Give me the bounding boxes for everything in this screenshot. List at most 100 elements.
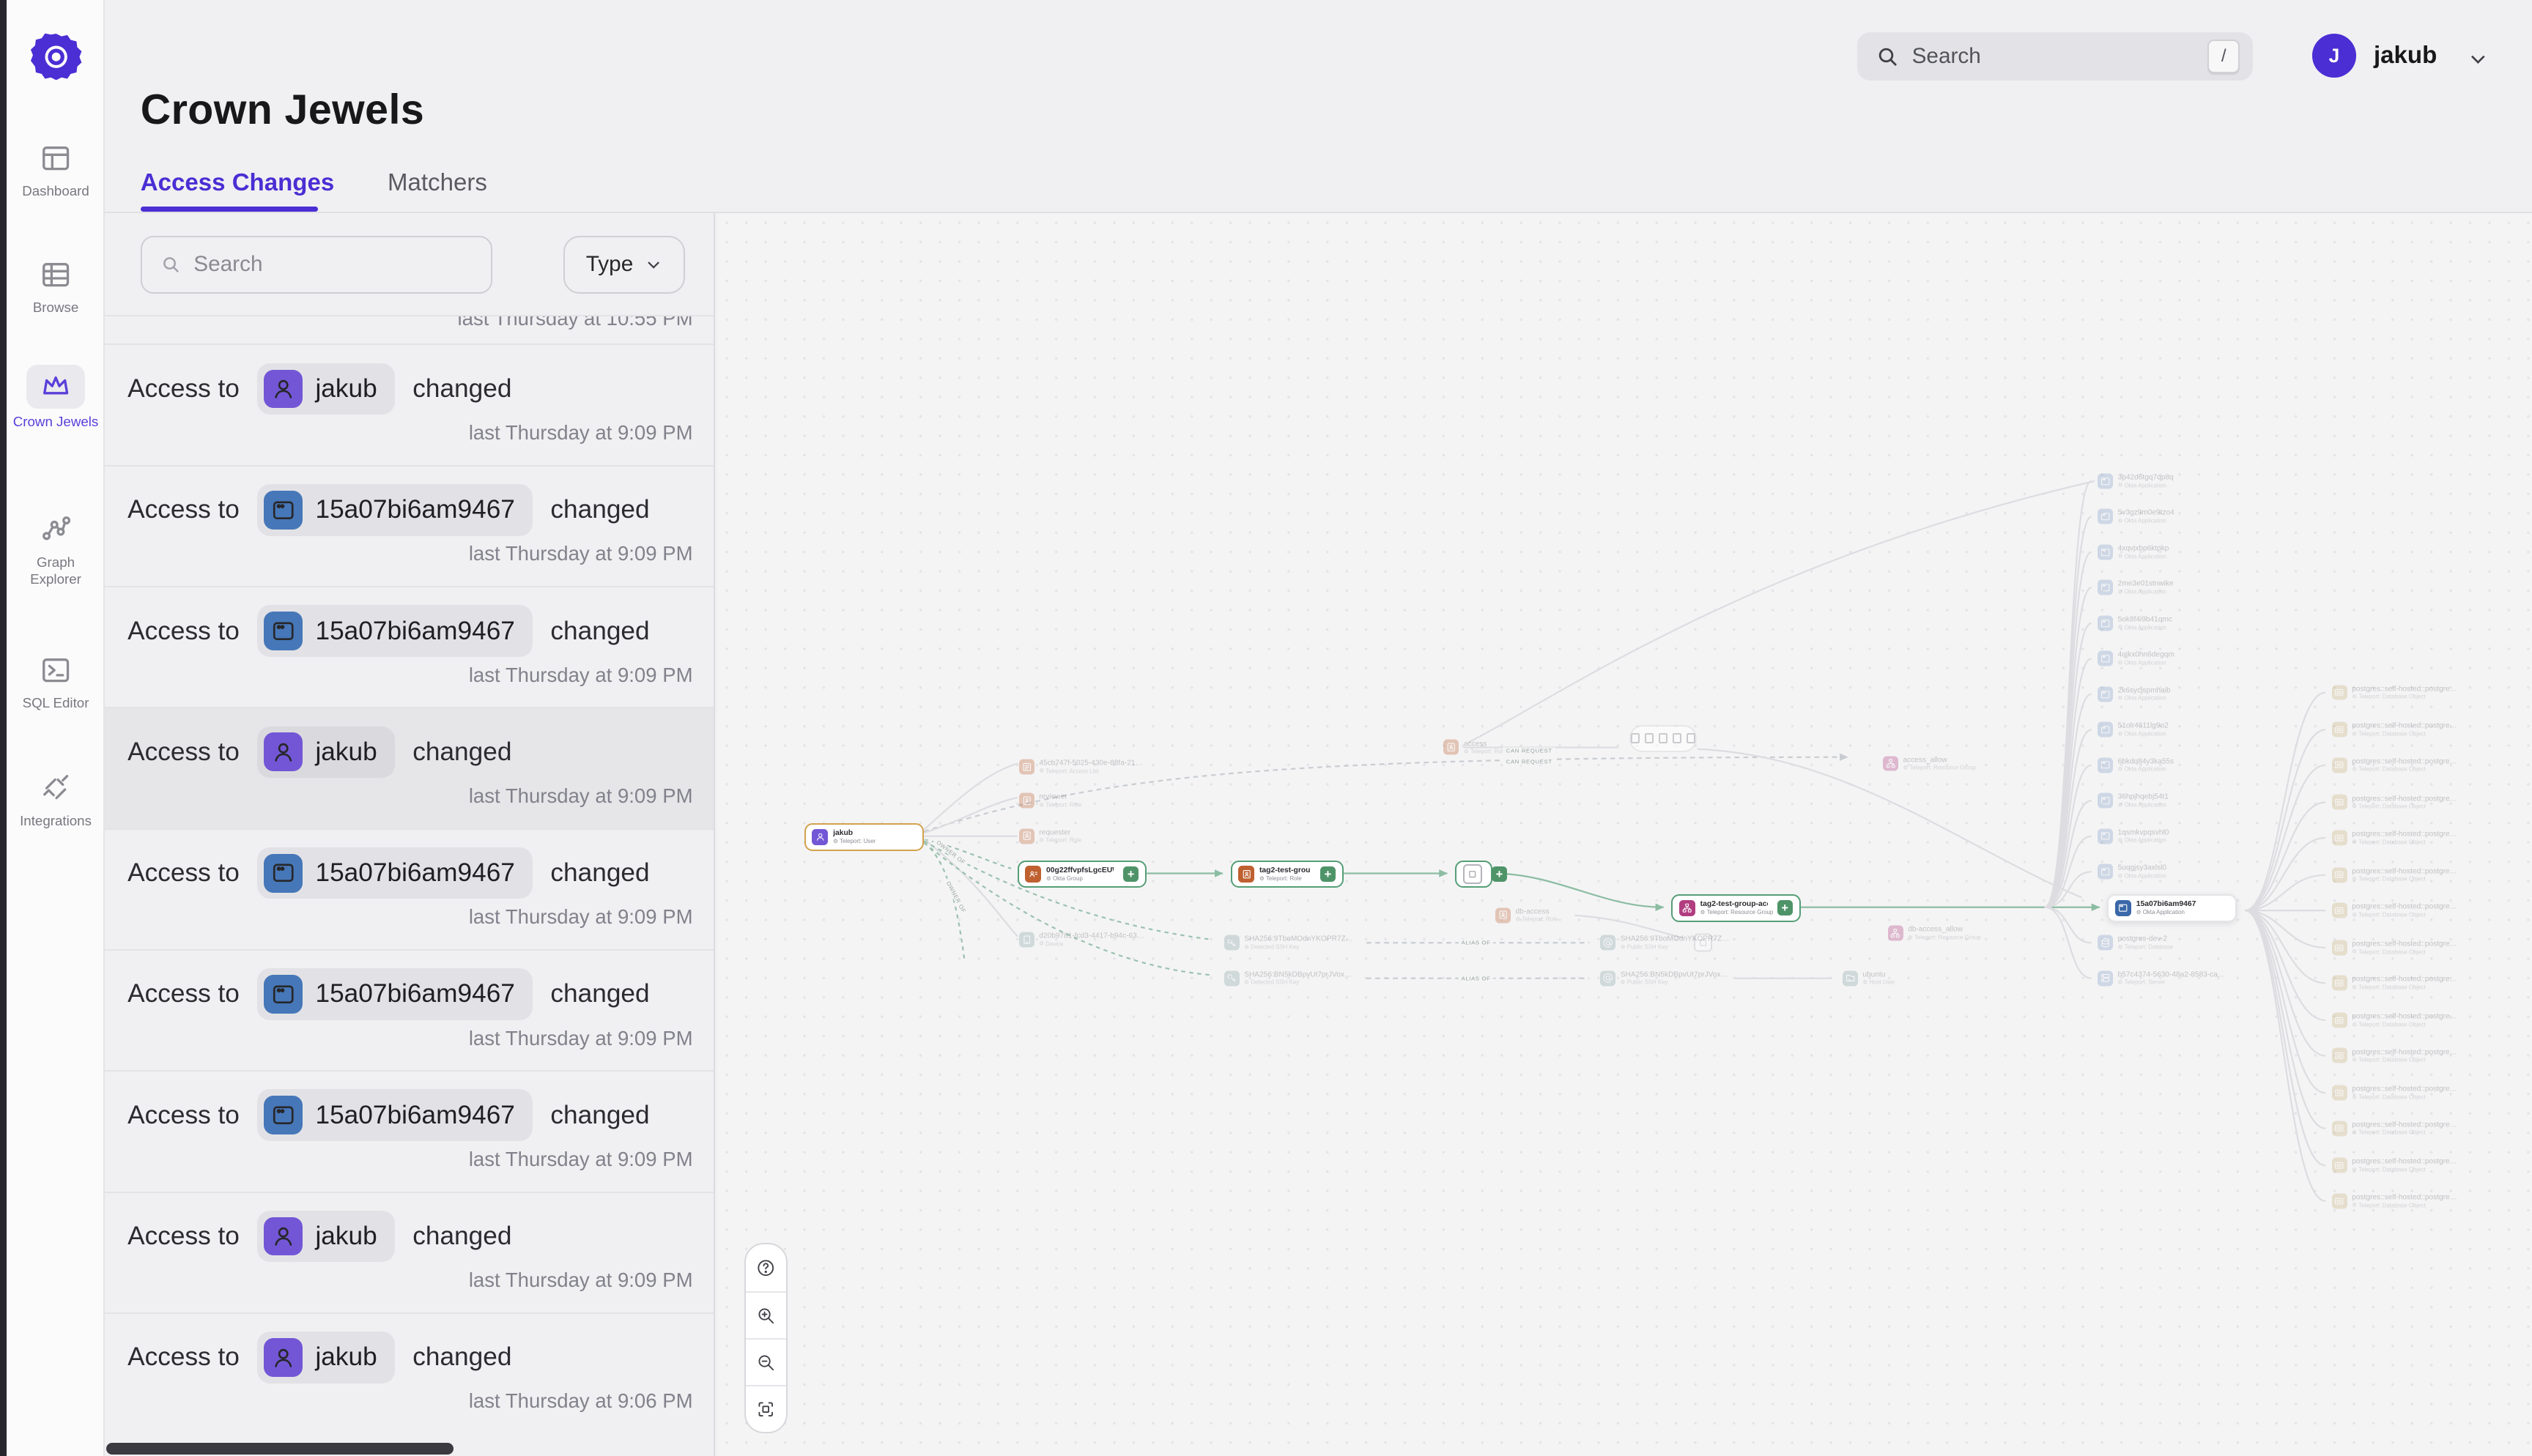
graph-node-5ok8f4i9b41qmc[interactable]: 5ok8f4i9b41qmc ⚙ Okta Application — [2098, 615, 2172, 631]
graph-node-postgres-self-hosted-postgre-[interactable]: postgres::self-hosted::postgre… ⚙ Teleport… — [2331, 867, 2457, 883]
graph-node-postgres-self-hosted-postgre-[interactable]: postgres::self-hosted::postgre… ⚙ Teleport… — [2331, 757, 2457, 773]
graph-node-postgres-self-hosted-postgre-[interactable]: postgres::self-hosted::postgre… ⚙ Teleport… — [2331, 1012, 2457, 1028]
entity-chip[interactable]: jakub — [257, 1331, 395, 1383]
entity-chip[interactable]: jakub — [257, 1210, 395, 1263]
graph-node-d20b9781-fcd3-4417-b94c-63-[interactable]: d20b9781-fcd3-4417-b94c-63… ⚙ Device — [1018, 932, 1144, 948]
expand-node-button[interactable]: + — [1777, 900, 1793, 916]
graph-node-postgres-self-hosted-postgre-[interactable]: postgres::self-hosted::postgre… ⚙ Teleport… — [2331, 1157, 2457, 1173]
graph-node-5uqgjsy3axlsl0[interactable]: 5uqgjsy3axlsl0 ⚙ Okta Application — [2098, 863, 2166, 880]
graph-node-5v3gz9m0e9tzo4[interactable]: 5v3gz9m0e9tzo4 ⚙ Okta Application — [2098, 508, 2174, 524]
graph-node-2me3e01stnwike[interactable]: 2me3e01stnwike ⚙ Okta Application — [2098, 579, 2174, 595]
sidebar-item-browse[interactable]: Browse — [7, 255, 105, 316]
graph-node-6bkdq84y3ka55s[interactable]: 6bkdq84y3ka55s ⚙ Okta Application — [2098, 757, 2174, 773]
graph-node-jakub[interactable]: jakub ⚙ Teleport: User — [804, 823, 924, 851]
graph-node-postgres-self-hosted-postgre-[interactable]: postgres::self-hosted::postgre… ⚙ Teleport… — [2331, 902, 2457, 918]
graph-node-postgres-self-hosted-postgre-[interactable]: postgres::self-hosted::postgre… ⚙ Teleport… — [2331, 685, 2457, 701]
app-logo-gear-icon[interactable] — [27, 29, 85, 87]
graph-node-sha256-bn5kdbpvut7prjvox-[interactable]: SHA256:BN5kDBpvUt7prJVox… ⚙ Public SSH Key — [1600, 970, 1728, 987]
tab-matchers[interactable]: Matchers — [387, 169, 487, 197]
graph-node-postgres-self-hosted-postgre-[interactable]: postgres::self-hosted::postgre… ⚙ Teleport… — [2331, 1085, 2457, 1101]
help-button[interactable] — [746, 1244, 786, 1291]
graph-node-45cb747f-5025-430e-88fa-21-[interactable]: 45cb747f-5025-430e-88fa-21… ⚙ Teleport: Ac… — [1018, 759, 1143, 775]
clipped-list-row[interactable]: last Thursday at 10:55 PM — [105, 316, 714, 343]
entity-chip[interactable]: jakub — [257, 363, 395, 415]
graph-node-tag2-test-group-access-[interactable]: tag2-test-group-access-…⚙Teleport: Role + — [1230, 860, 1344, 888]
access-change-row[interactable]: Access to jakub changed last Thursday at 9:… — [105, 1191, 714, 1312]
graph-node-51olr4611lg9o2[interactable]: 51olr4611lg9o2 ⚙ Okta Application — [2098, 721, 2169, 738]
sidebar-item-crown-jewels[interactable]: Crown Jewels — [7, 365, 105, 431]
entity-chip[interactable]: 15a07bi6am9467 — [257, 605, 533, 657]
graph-node-3p42d6tgq7qp8q[interactable]: 3p42d6tgq7qp8q ⚙ Okta Application — [2098, 473, 2174, 489]
graph-node-postgres-self-hosted-postgre-[interactable]: postgres::self-hosted::postgre… ⚙ Teleport… — [2331, 830, 2457, 846]
entity-chip[interactable]: 15a07bi6am9467 — [257, 483, 533, 536]
entity-chip[interactable]: 15a07bi6am9467 — [257, 847, 533, 899]
graph-node-requester[interactable]: requester ⚙ Teleport: Role — [1018, 828, 1081, 844]
application-icon — [263, 1096, 303, 1135]
list-search-input[interactable]: Search — [140, 235, 493, 294]
graph-node-collapsed[interactable]: + — [1454, 860, 1507, 888]
sidebar-item-graph-explorer[interactable]: Graph Explorer — [7, 510, 105, 587]
active-tab-underline — [140, 207, 319, 212]
graph-node-postgres-self-hosted-postgre-[interactable]: postgres::self-hosted::postgre… ⚙ Teleport… — [2331, 1047, 2457, 1063]
graph-node-00g22ffvpfslgceuw0h8[interactable]: 00g22ffvpfsLgcEUW0h8⚙Okta Group + — [1017, 860, 1147, 888]
zoom-in-button[interactable] — [746, 1291, 787, 1338]
fit-button[interactable] — [746, 1384, 787, 1432]
graph-node-postgres-dev-2[interactable]: postgres-dev-2 ⚙ Teleport: Database — [2098, 935, 2173, 951]
global-search-input[interactable]: Search / — [1857, 32, 2253, 81]
entity-chip[interactable]: jakub — [257, 726, 395, 779]
sidebar-item-sql-editor[interactable]: SQL Editor — [7, 650, 105, 711]
graph-node-4xqvjxbp6ktpkp[interactable]: 4xqvjxbp6ktpkp ⚙ Okta Application — [2098, 544, 2169, 560]
graph-node-sha256-9tbomodnykopr7z-[interactable]: SHA256:9TboMOdnYKOPR7Z… ⚙ Public SSH Key — [1600, 935, 1729, 951]
expand-node-button[interactable]: + — [1123, 866, 1139, 882]
access-change-row[interactable]: Access to 15a07bi6am9467 changed last Thurs… — [105, 586, 714, 707]
graph-node-postgres-self-hosted-postgre-[interactable]: postgres::self-hosted::postgre… ⚙ Teleport… — [2331, 1193, 2457, 1209]
graph-node-36hpjhqebj54t1[interactable]: 36hpjhqebj54t1 ⚙ Okta Application — [2098, 792, 2169, 809]
access-change-row[interactable]: Access to 15a07bi6am9467 changed last Thurs… — [105, 828, 714, 949]
sidebar-item-integrations[interactable]: Integrations — [7, 768, 105, 829]
tab-access-changes[interactable]: Access Changes — [140, 169, 335, 197]
type-filter-dropdown[interactable]: Type — [563, 235, 685, 294]
user-avatar[interactable]: J — [2312, 34, 2356, 78]
graph-node-reviewer[interactable]: reviewer ⚙ Teleport: Role — [1018, 792, 1081, 809]
chevron-down-icon[interactable] — [2468, 47, 2489, 76]
graph-node-b57c4374-5630-48a2-8583-ca-[interactable]: b57c4374-5630-48a2-8583-ca… ⚙ Teleport: Se… — [2098, 970, 2225, 987]
graph-node-1qsmkvpqsvhl0[interactable]: 1qsmkvpqsvhl0 ⚙ Okta Application — [2098, 828, 2169, 844]
access-graph-canvas[interactable]: jakub⚙Teleport: User 00g22ffvpfsLgcEUW0h8… — [717, 212, 2532, 1456]
graph-node-access[interactable]: access ⚙ Teleport: Role — [1443, 740, 1506, 755]
graph-node-access-allow[interactable]: access_allow ⚙ Teleport: Resource Group — [1882, 756, 1976, 771]
graph-node-sha256-9tbomodnykopr7z-[interactable]: SHA256:9TboMOdnYKOPR7Z… ⚙ Detected SSH Key — [1224, 935, 1353, 951]
access-change-row[interactable]: Access to jakub changed last Thursday at 9:… — [105, 343, 714, 464]
access-change-row[interactable]: Access to 15a07bi6am9467 changed last Thurs… — [105, 948, 714, 1070]
graph-node-db-access[interactable]: db-access ⚙ Teleport: Role — [1495, 907, 1558, 924]
graph-node-15a07bi6am9467[interactable]: 15a07bi6am9467 ⚙ Okta Application — [2107, 894, 2237, 922]
expand-node-button[interactable]: + — [1320, 866, 1336, 882]
access-change-row[interactable]: Access to 15a07bi6am9467 changed last Thurs… — [105, 464, 714, 586]
graph-node-postgres-self-hosted-postgre-[interactable]: postgres::self-hosted::postgre… ⚙ Teleport… — [2331, 1121, 2457, 1137]
graph-node-sha256-bn5kdbpvut7prjvox-[interactable]: SHA256:BN5kDBpvUt7prJVox… ⚙ Detected SSH K… — [1224, 970, 1352, 987]
graph-node-postgres-self-hosted-postgre-[interactable]: postgres::self-hosted::postgre… ⚙ Teleport… — [2331, 940, 2457, 956]
sidebar-item-dashboard[interactable]: Dashboard — [7, 139, 105, 200]
graph-node-postgres-self-hosted-postgre-[interactable]: postgres::self-hosted::postgre… ⚙ Teleport… — [2331, 794, 2457, 810]
graph-node-tag2-test-group-access-[interactable]: tag2-test-group-access-…⚙Teleport: Resou… — [1671, 894, 1801, 922]
graph-node-toolbar[interactable] — [1629, 724, 1698, 752]
graph-node-postgres-self-hosted-postgre-[interactable]: postgres::self-hosted::postgre… ⚙ Teleport… — [2331, 975, 2457, 991]
user-name[interactable]: jakub — [2373, 42, 2437, 70]
entity-chip[interactable]: 15a07bi6am9467 — [257, 1089, 533, 1141]
expand-node-button[interactable]: + — [1491, 866, 1507, 882]
graph-node-postgres-self-hosted-postgre-[interactable]: postgres::self-hosted::postgre… ⚙ Teleport… — [2331, 721, 2457, 738]
node-title: db-access_allow — [1908, 925, 1963, 934]
access-change-row[interactable]: Access to jakub changed last Thursday at 9:… — [105, 1312, 714, 1433]
timestamp: last Thursday at 9:09 PM — [468, 784, 693, 807]
entity-chip[interactable]: 15a07bi6am9467 — [257, 968, 533, 1020]
node-title: jakub — [833, 829, 854, 838]
graph-node-4qjkx0hn6degqm[interactable]: 4qjkx0hn6degqm ⚙ Okta Application — [2098, 650, 2174, 666]
horizontal-scrollbar-thumb[interactable] — [106, 1443, 454, 1455]
access-change-row[interactable]: Access to 15a07bi6am9467 changed last Thurs… — [105, 1070, 714, 1191]
graph-node-2k6sycjspmhaib[interactable]: 2k6sycjspmhaib ⚙ Okta Application — [2098, 686, 2171, 702]
graph-node-collapsed[interactable] — [1694, 933, 1712, 952]
graph-node-db-access-allow[interactable]: db-access_allow ⚙ Teleport: Resource Group — [1887, 925, 1981, 941]
search-icon — [1876, 45, 1899, 68]
graph-node-ubuntu[interactable]: ubuntu ⚙ Host User — [1842, 970, 1895, 987]
zoom-out-button[interactable] — [746, 1337, 787, 1385]
access-change-row[interactable]: Access to jakub changed last Thursday at 9:… — [105, 707, 714, 828]
